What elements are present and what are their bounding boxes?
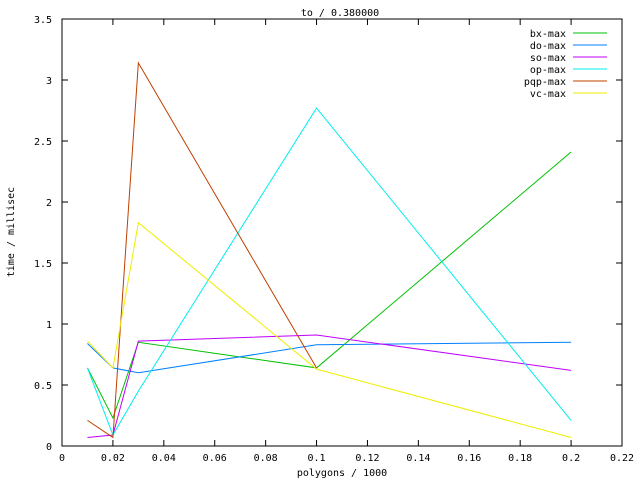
legend-label: so-max bbox=[530, 53, 566, 64]
x-tick-label: 0.02 bbox=[101, 453, 125, 464]
x-tick-label: 0.18 bbox=[508, 453, 532, 464]
x-tick-label: 0.16 bbox=[457, 453, 481, 464]
series-line-vc-max bbox=[87, 221, 572, 438]
y-tick-label: 2.5 bbox=[34, 137, 52, 148]
series-line-op-max bbox=[86, 107, 572, 437]
y-tick-label: 3.5 bbox=[34, 15, 52, 26]
series-line-bx-max bbox=[87, 151, 572, 420]
y-tick-label: 2 bbox=[46, 198, 52, 209]
x-axis-label: polygons / 1000 bbox=[297, 468, 387, 479]
legend-label: bx-max bbox=[530, 29, 566, 40]
x-tick-label: 0.06 bbox=[203, 453, 227, 464]
legend-label: pqp-max bbox=[524, 77, 566, 88]
series-line-do-max bbox=[87, 341, 572, 374]
y-tick-label: 1 bbox=[46, 320, 52, 331]
y-tick-label: 0.5 bbox=[34, 381, 52, 392]
chart-title: to / 0.380000 bbox=[301, 8, 379, 19]
x-tick-label: 0.08 bbox=[254, 453, 278, 464]
legend-label: op-max bbox=[530, 65, 566, 76]
legend-label: vc-max bbox=[530, 89, 566, 100]
x-tick-label: 0.04 bbox=[152, 453, 176, 464]
legend-label: do-max bbox=[530, 41, 566, 52]
series-line-pqp-max bbox=[87, 61, 317, 439]
x-tick-label: 0.2 bbox=[562, 453, 580, 464]
plot-border bbox=[61, 18, 623, 447]
y-axis-label: time / millisec bbox=[6, 187, 17, 277]
series-line-so-max bbox=[87, 334, 572, 438]
x-tick-label: 0.22 bbox=[610, 453, 634, 464]
x-tick-label: 0 bbox=[59, 453, 65, 464]
y-tick-label: 1.5 bbox=[34, 259, 52, 270]
y-tick-label: 0 bbox=[46, 442, 52, 453]
x-tick-label: 0.1 bbox=[308, 453, 326, 464]
x-tick-label: 0.12 bbox=[355, 453, 379, 464]
y-tick-label: 3 bbox=[46, 76, 52, 87]
x-tick-label: 0.14 bbox=[406, 453, 430, 464]
